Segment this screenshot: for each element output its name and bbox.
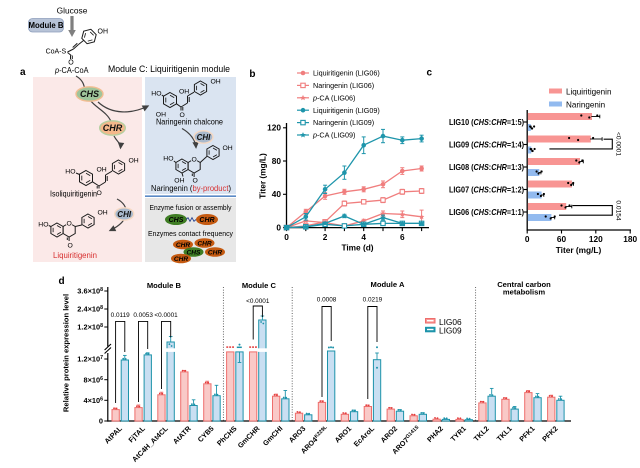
- svg-text:Naringenin chalcone: Naringenin chalcone: [156, 118, 224, 127]
- svg-text:OH: OH: [129, 158, 139, 165]
- svg-text:CHS: CHS: [80, 89, 99, 99]
- svg-text:OH: OH: [179, 89, 189, 96]
- svg-text:Enzyme fusion or assembly: Enzyme fusion or assembly: [150, 203, 232, 212]
- svg-text:metabolism: metabolism: [503, 288, 545, 297]
- svg-text:0: 0: [284, 232, 289, 242]
- svg-text:0.0219: 0.0219: [363, 297, 383, 304]
- svg-text:Liquiritigenin: Liquiritigenin: [566, 88, 611, 97]
- svg-text:LIG09 (CHS:CHR=1:4): LIG09 (CHS:CHR=1:4): [449, 140, 524, 149]
- svg-text:OH: OH: [223, 145, 233, 152]
- svg-text:O: O: [66, 221, 71, 228]
- svg-text:120: 120: [267, 123, 281, 133]
- svg-text:Relative protein expression le: Relative protein expression level: [62, 294, 71, 412]
- svg-text:CHS: CHS: [187, 250, 202, 257]
- svg-text:Module B: Module B: [147, 281, 182, 290]
- svg-text:p-CA (LIG06): p-CA (LIG06): [312, 93, 355, 102]
- svg-text:8×106: 8×106: [83, 375, 103, 384]
- svg-text:CoA-S: CoA-S: [46, 49, 67, 56]
- svg-text:Liquiritigenin (LIG06): Liquiritigenin (LIG06): [313, 69, 380, 78]
- svg-text:4×106: 4×106: [83, 396, 103, 405]
- svg-text:OH: OH: [97, 167, 107, 174]
- svg-text:Isoliquiritigenin: Isoliquiritigenin: [50, 190, 97, 199]
- svg-text:Central carbon: Central carbon: [497, 280, 551, 289]
- svg-text:<0.0001: <0.0001: [615, 132, 622, 156]
- svg-text:Titer (mg/L): Titer (mg/L): [556, 245, 602, 255]
- svg-text:O: O: [97, 190, 102, 197]
- svg-text:60: 60: [557, 234, 567, 244]
- svg-text:OH: OH: [98, 29, 109, 36]
- svg-text:0: 0: [99, 417, 103, 426]
- svg-text:<0.0001: <0.0001: [154, 312, 178, 319]
- svg-text:0.0053: 0.0053: [133, 312, 153, 319]
- svg-text:2.4×108: 2.4×108: [77, 305, 103, 314]
- svg-text:OH: OH: [174, 178, 184, 185]
- svg-text:CHI: CHI: [197, 133, 212, 142]
- svg-text:80: 80: [272, 156, 282, 166]
- svg-text:Liquiritigenin (LIG09): Liquiritigenin (LIG09): [313, 106, 380, 115]
- svg-text:Module A: Module A: [371, 280, 405, 289]
- svg-text:1.2×107: 1.2×107: [77, 355, 103, 364]
- svg-text:Glucose: Glucose: [57, 6, 88, 16]
- svg-text:Titer (mg/L): Titer (mg/L): [258, 153, 268, 199]
- svg-text:120: 120: [589, 234, 603, 244]
- svg-text:CHR: CHR: [197, 241, 212, 248]
- svg-text:O: O: [67, 243, 72, 250]
- svg-text:Module C: Module C: [242, 281, 277, 290]
- svg-text:LIG10 (CHS:CHR=1:5): LIG10 (CHS:CHR=1:5): [449, 118, 524, 127]
- svg-text:Time (d): Time (d): [341, 243, 373, 253]
- svg-text:CHR: CHR: [174, 256, 189, 263]
- svg-text:0.0008: 0.0008: [317, 297, 337, 304]
- svg-text:HO: HO: [151, 91, 161, 98]
- svg-text:0: 0: [276, 223, 281, 233]
- svg-text:OH: OH: [98, 210, 108, 217]
- svg-text:b: b: [249, 69, 255, 80]
- svg-text:O: O: [192, 178, 197, 185]
- svg-text:LIG06: LIG06: [439, 317, 462, 327]
- svg-text:HO: HO: [65, 169, 75, 176]
- svg-text:180: 180: [623, 234, 637, 244]
- svg-text:LIG08 (CHS:CHR=1:3): LIG08 (CHS:CHR=1:3): [449, 163, 524, 172]
- svg-text:3.6×108: 3.6×108: [77, 287, 103, 296]
- svg-text:6: 6: [400, 232, 405, 242]
- svg-text:0.0154: 0.0154: [615, 200, 622, 221]
- svg-text:HO: HO: [38, 222, 48, 229]
- svg-text:CHS: CHS: [169, 217, 184, 224]
- svg-text:CHR: CHR: [176, 242, 191, 249]
- svg-text:CHR: CHR: [199, 217, 214, 224]
- svg-text:CHR: CHR: [103, 123, 123, 133]
- svg-text:2: 2: [323, 232, 328, 242]
- svg-text:Naringenin (LIG06): Naringenin (LIG06): [313, 81, 374, 90]
- svg-text:0.0119: 0.0119: [111, 312, 131, 319]
- svg-text:LIG06 (CHS:CHR=1:1): LIG06 (CHS:CHR=1:1): [449, 208, 524, 217]
- svg-text:1.2×108: 1.2×108: [77, 323, 103, 332]
- svg-text:Naringenin (LIG09): Naringenin (LIG09): [313, 118, 374, 127]
- svg-text:CHR: CHR: [208, 250, 223, 257]
- svg-text:Module B: Module B: [28, 21, 63, 30]
- svg-text:d: d: [59, 276, 65, 287]
- svg-text:O: O: [68, 60, 74, 67]
- svg-text:0: 0: [525, 234, 530, 244]
- svg-text:LIG07 (CHS:CHR=1:2): LIG07 (CHS:CHR=1:2): [449, 185, 524, 194]
- svg-text:OH: OH: [156, 112, 166, 119]
- svg-text:4: 4: [361, 232, 366, 242]
- svg-text:Naringenin (by-product): Naringenin (by-product): [151, 184, 231, 193]
- svg-text:OH: OH: [211, 79, 221, 86]
- svg-text:HO: HO: [163, 156, 173, 163]
- svg-text:Enzymes contact frequency: Enzymes contact frequency: [148, 229, 233, 238]
- svg-text:<0.0001: <0.0001: [246, 298, 270, 305]
- svg-text:40: 40: [272, 189, 282, 199]
- svg-text:LIG09: LIG09: [439, 326, 462, 336]
- svg-text:p-CA (LIG09): p-CA (LIG09): [312, 131, 355, 140]
- svg-text:O: O: [180, 112, 185, 119]
- svg-text:Naringenin: Naringenin: [566, 101, 605, 110]
- svg-text:Module C: Liquiritigenin modul: Module C: Liquiritigenin module: [108, 64, 230, 74]
- svg-text:p-CA-CoA: p-CA-CoA: [54, 66, 89, 75]
- svg-text:c: c: [427, 68, 433, 79]
- svg-text:CHI: CHI: [117, 210, 132, 219]
- svg-text:O: O: [191, 157, 196, 164]
- svg-text:a: a: [20, 67, 26, 78]
- svg-text:Liquiritigenin: Liquiritigenin: [53, 250, 97, 260]
